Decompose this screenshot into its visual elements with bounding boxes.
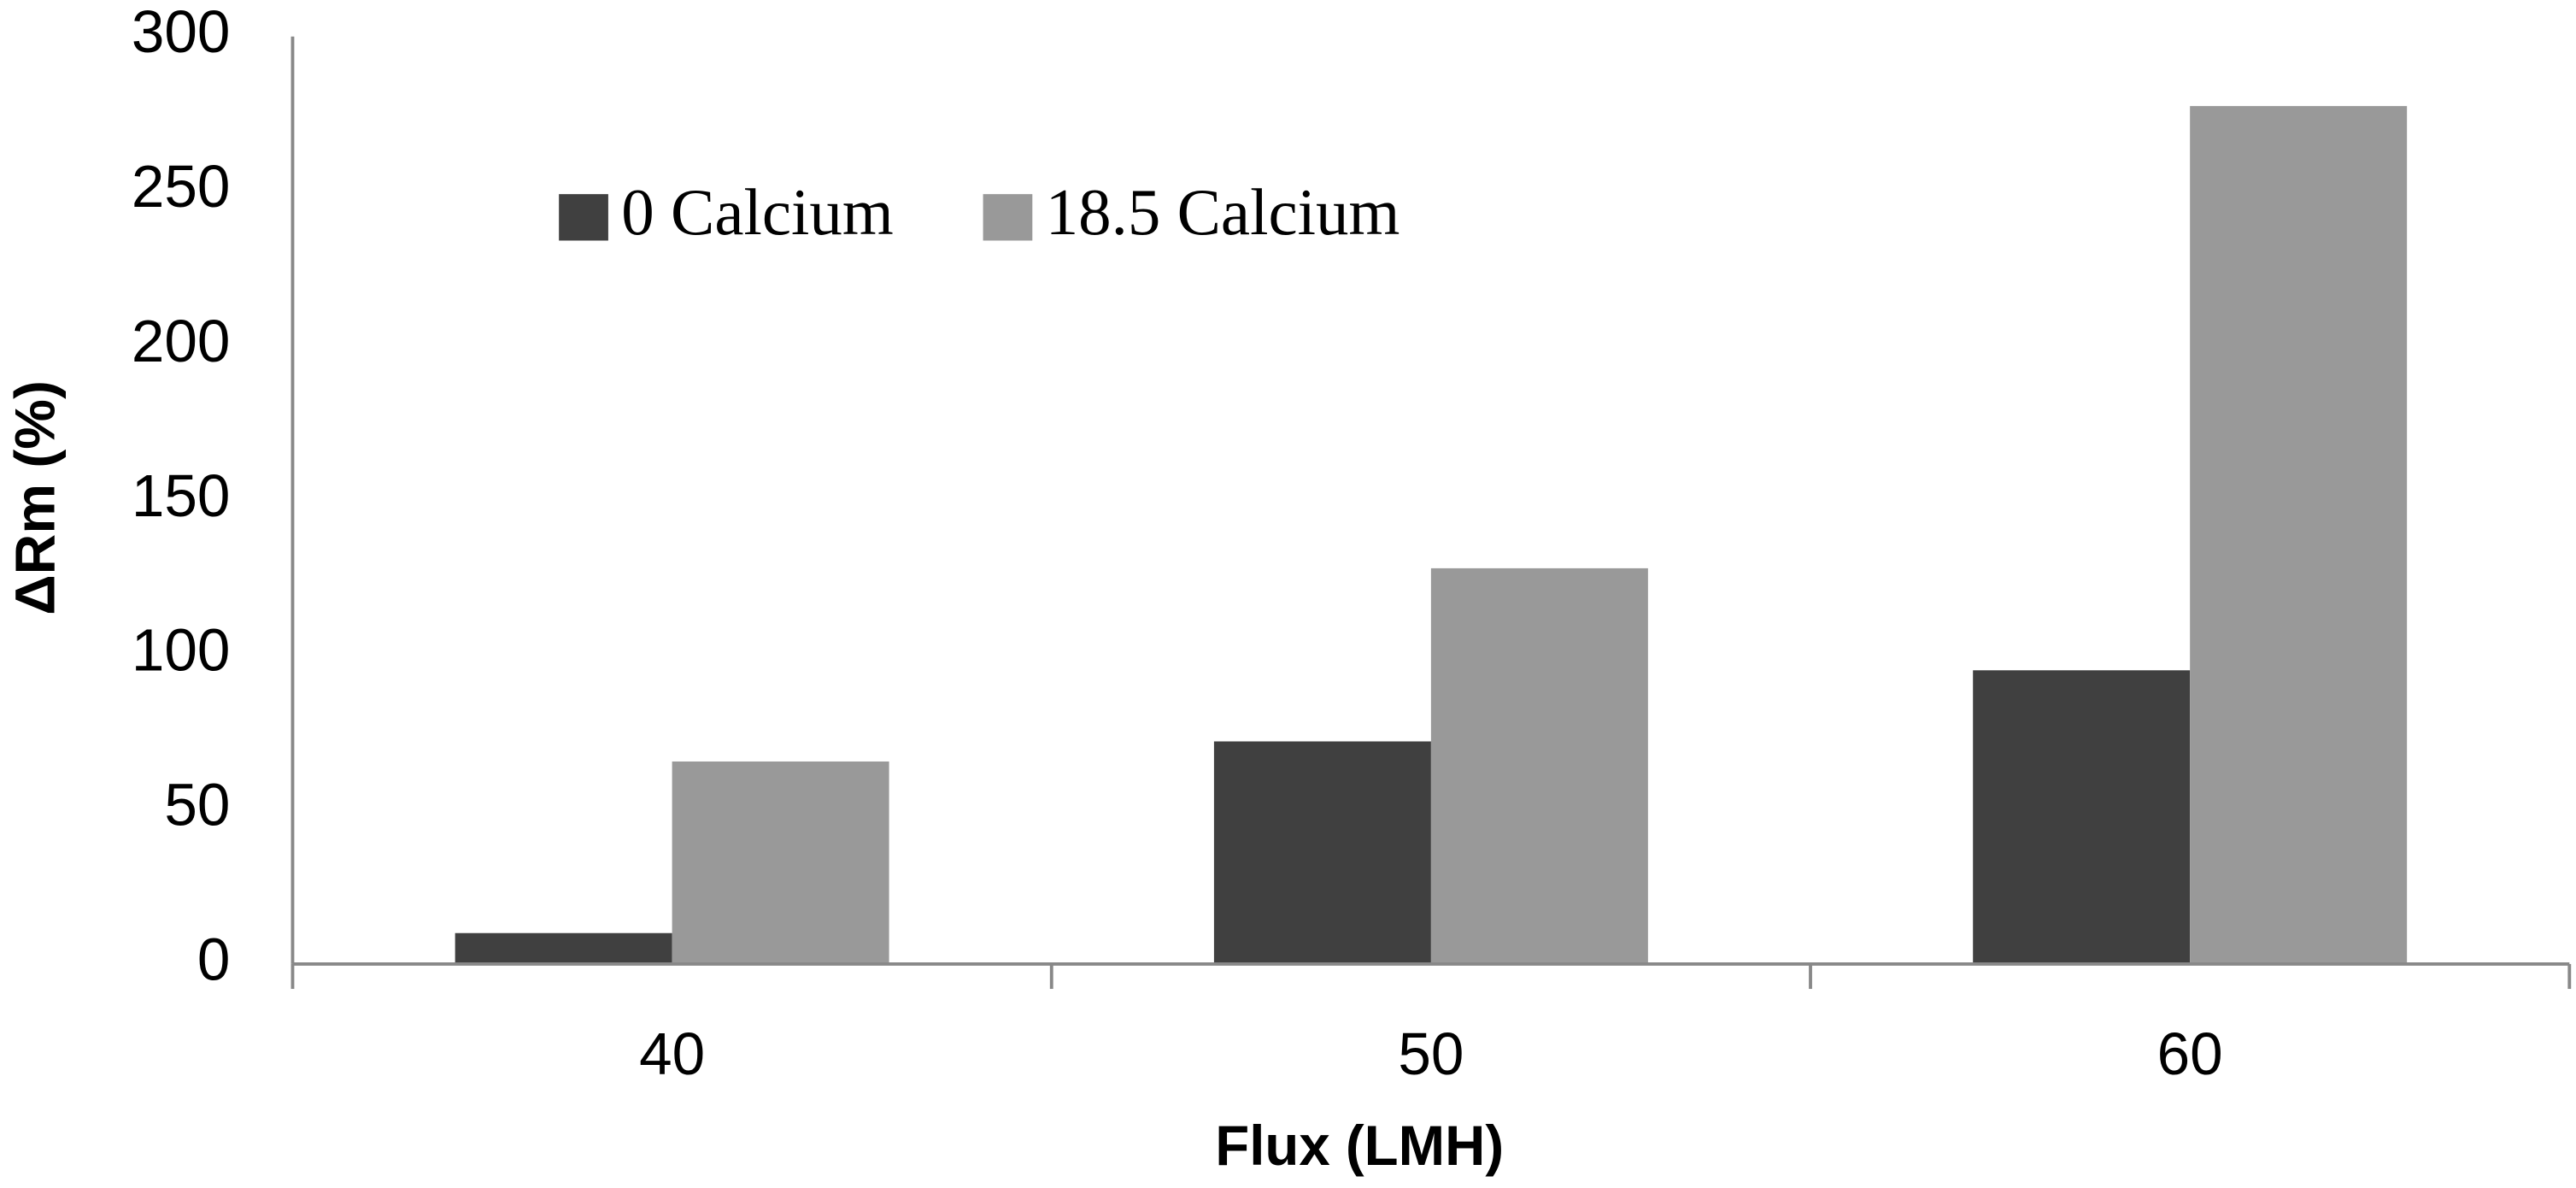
y-tick-label: 100 <box>132 616 231 683</box>
y-tick-label: 150 <box>132 462 231 528</box>
bar <box>2190 106 2408 964</box>
y-axis-title: ΔRm (%) <box>4 380 67 615</box>
bar <box>1973 670 2191 964</box>
bar <box>1430 568 1648 964</box>
y-tick-label: 250 <box>132 153 231 220</box>
legend-label: 0 Calcium <box>621 175 893 249</box>
legend-swatch <box>983 194 1033 241</box>
bar <box>672 761 889 964</box>
x-tick-label: 40 <box>639 1020 705 1087</box>
y-tick-label: 50 <box>164 771 230 838</box>
y-tick-label: 200 <box>132 308 231 374</box>
legend-label: 18.5 Calcium <box>1046 175 1400 249</box>
y-tick-label: 0 <box>197 926 231 992</box>
bar <box>1213 741 1431 964</box>
x-tick-label: 50 <box>1398 1020 1464 1087</box>
x-axis-title: Flux (LMH) <box>1215 1114 1504 1177</box>
y-tick-label: 300 <box>132 0 231 65</box>
x-tick-label: 60 <box>2157 1020 2223 1087</box>
legend-swatch <box>559 194 608 241</box>
bar <box>455 932 672 964</box>
